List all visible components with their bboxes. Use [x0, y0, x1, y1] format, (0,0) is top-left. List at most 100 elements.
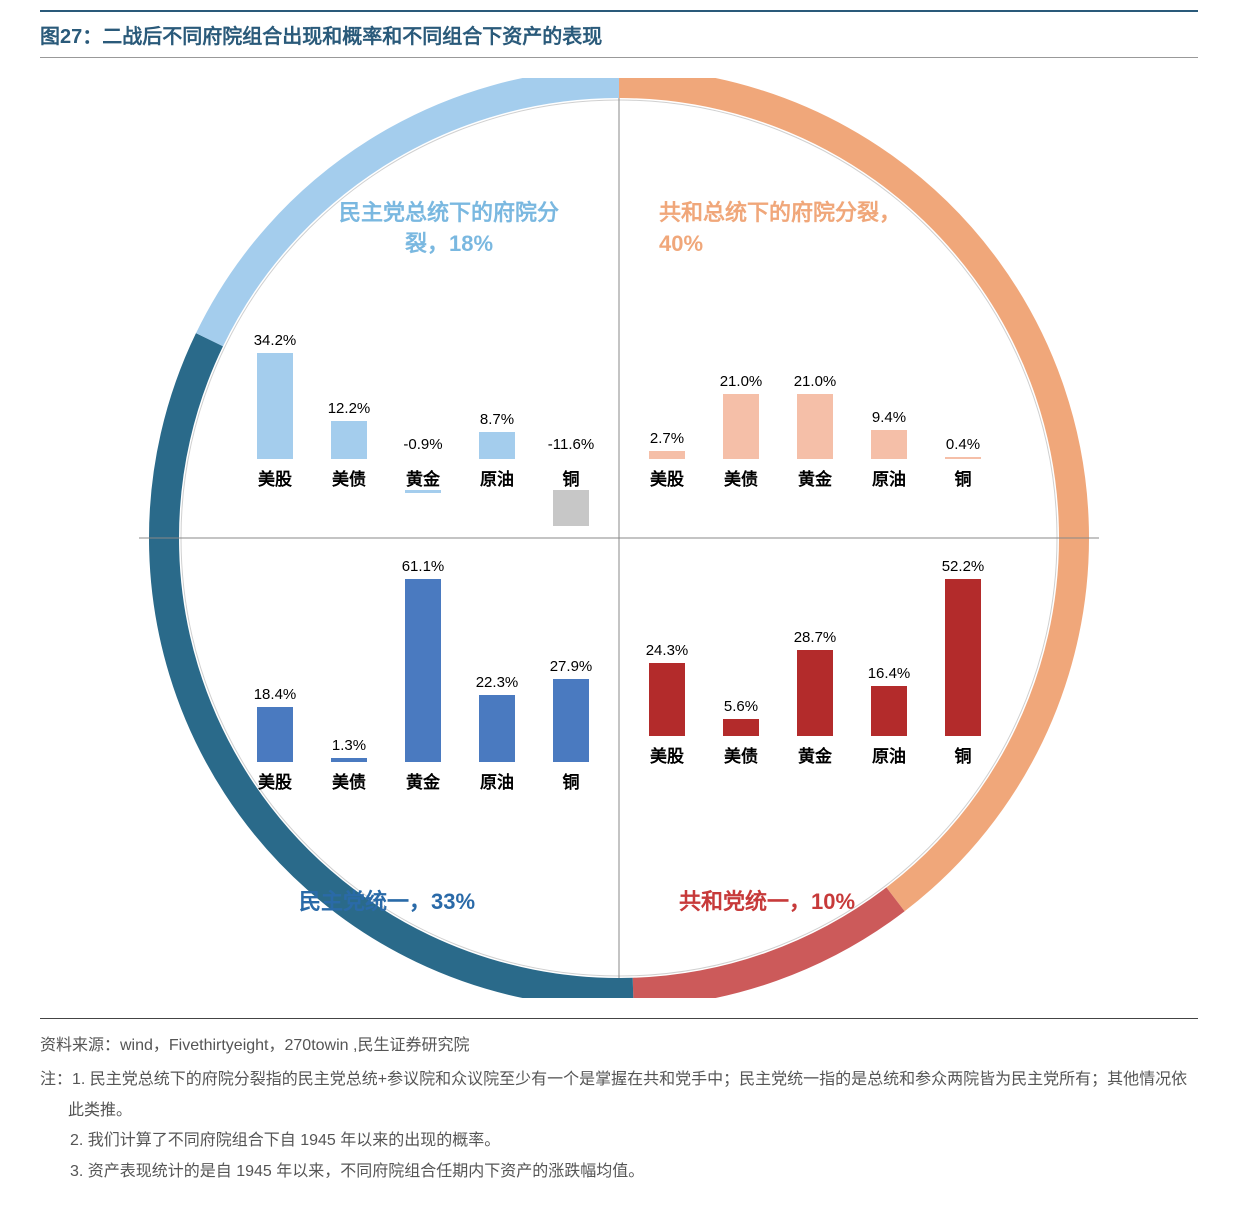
bar-value-label: 0.4% [946, 436, 980, 453]
bar-category-label: 黄金 [406, 465, 440, 490]
bar-category-label: 美债 [724, 742, 758, 767]
bar-column: 21.0% 黄金 [787, 373, 843, 490]
bar-column: 52.2% 铜 [935, 558, 991, 767]
bar-rect [331, 421, 367, 459]
bar-value-label: 61.1% [402, 558, 445, 575]
bar-column: 2.7% 美股 [639, 430, 695, 490]
footnotes: 注：1. 民主党总统下的府院分裂指的民主党总统+参议院和众议院至少有一个是掌握在… [40, 1065, 1198, 1187]
chart-title: 图27：二战后不同府院组合出现和概率和不同组合下资产的表现 [40, 26, 602, 48]
bar-rect [649, 451, 685, 459]
bar-value-label: 9.4% [872, 409, 906, 426]
bar-value-label: 28.7% [794, 629, 837, 646]
bar-category-label: 原油 [480, 768, 514, 793]
quadrant-rep-unified: 共和党统一，10% 24.3% 美股 5.6% 美债 28.7% 黄金 16.4% 原油 52.… [619, 538, 1119, 998]
bar-value-label: 21.0% [720, 373, 763, 390]
bar-category-label: 铜 [563, 768, 580, 793]
bar-column: 21.0% 美债 [713, 373, 769, 490]
bar-rect [871, 430, 907, 459]
bar-rect [405, 490, 441, 493]
bar-column: 28.7% 黄金 [787, 629, 843, 767]
bar-group: 18.4% 美股 1.3% 美债 61.1% 黄金 22.3% 原油 27.9% 铜 [247, 558, 599, 793]
bar-value-label: 16.4% [868, 665, 911, 682]
bar-value-label: 12.2% [328, 400, 371, 417]
bar-rect [797, 394, 833, 459]
bar-category-label: 美股 [650, 742, 684, 767]
bar-rect [723, 719, 759, 736]
bar-column: 8.7% 原油 [469, 411, 525, 490]
bar-rect [257, 353, 293, 459]
bar-category-label: 黄金 [798, 465, 832, 490]
bar-category-label: 美股 [650, 465, 684, 490]
bar-value-label: 18.4% [254, 686, 297, 703]
bar-group: 34.2% 美股 12.2% 美债 -0.9% 黄金 8.7% 原油 -11.6% 铜 [247, 332, 599, 490]
quadrant-rep-split: 共和总统下的府院分裂，40% 2.7% 美股 21.0% 美债 21.0% 黄金 9.4% 原… [619, 78, 1119, 538]
bar-column: 18.4% 美股 [247, 686, 303, 793]
bar-column: 27.9% 铜 [543, 658, 599, 794]
bar-value-label: 2.7% [650, 430, 684, 447]
bar-category-label: 原油 [480, 465, 514, 490]
bar-rect [945, 579, 981, 736]
chart-title-bar: 图27：二战后不同府院组合出现和概率和不同组合下资产的表现 [40, 10, 1198, 58]
bar-category-label: 美债 [724, 465, 758, 490]
footnote-line: 注：1. 民主党总统下的府院分裂指的民主党总统+参议院和众议院至少有一个是掌握在… [40, 1065, 1198, 1126]
bar-rect [871, 686, 907, 735]
bar-value-label: -0.9% [403, 436, 442, 453]
bar-column: 34.2% 美股 [247, 332, 303, 490]
bar-value-label: 8.7% [480, 411, 514, 428]
bar-category-label: 黄金 [406, 768, 440, 793]
data-source: 资料来源：wind，Fivethirtyeight，270towin ,民生证券… [40, 1031, 1198, 1061]
bar-rect [257, 707, 293, 762]
bar-column: 12.2% 美债 [321, 400, 377, 490]
quadrant-dem-split: 民主党总统下的府院分裂，18% 34.2% 美股 12.2% 美债 -0.9% 黄金 8.7… [119, 78, 619, 538]
bar-rect [797, 650, 833, 736]
quadrant-label: 共和总统下的府院分裂，40% [659, 198, 919, 260]
bar-column: 22.3% 原油 [469, 674, 525, 793]
bar-category-label: 铜 [955, 742, 972, 767]
bar-column: -0.9% 黄金 [395, 436, 451, 490]
bar-rect [331, 758, 367, 762]
bar-value-label: 21.0% [794, 373, 837, 390]
quadrant-label: 民主党统一，33% [299, 887, 475, 918]
bar-value-label: 24.3% [646, 642, 689, 659]
bar-rect [649, 663, 685, 736]
bar-category-label: 美债 [332, 465, 366, 490]
bar-category-label: 美债 [332, 768, 366, 793]
bar-category-label: 原油 [872, 742, 906, 767]
bar-column: 24.3% 美股 [639, 642, 695, 767]
bar-rect [553, 679, 589, 763]
bar-category-label: 美股 [258, 768, 292, 793]
bar-rect [479, 432, 515, 459]
bar-value-label: 27.9% [550, 658, 593, 675]
quadrant-dem-unified: 民主党统一，33% 18.4% 美股 1.3% 美债 61.1% 黄金 22.3% 原油 27.… [119, 538, 619, 998]
bar-group: 2.7% 美股 21.0% 美债 21.0% 黄金 9.4% 原油 0.4% 铜 [639, 373, 991, 490]
footnote-line: 2. 我们计算了不同府院组合下自 1945 年以来的出现的概率。 [40, 1126, 1198, 1156]
bar-value-label: -11.6% [548, 436, 594, 453]
quadrant-label: 共和党统一，10% [679, 887, 855, 918]
bar-column: -11.6% 铜 [543, 436, 599, 490]
bar-column: 16.4% 原油 [861, 665, 917, 766]
bar-value-label: 22.3% [476, 674, 519, 691]
bar-category-label: 黄金 [798, 742, 832, 767]
bar-value-label: 1.3% [332, 737, 366, 754]
bar-column: 5.6% 美债 [713, 698, 769, 767]
chart-footer: 资料来源：wind，Fivethirtyeight，270towin ,民生证券… [40, 1018, 1198, 1187]
bar-category-label: 美股 [258, 465, 292, 490]
bar-column: 61.1% 黄金 [395, 558, 451, 793]
bar-rect [553, 490, 589, 526]
bar-value-label: 5.6% [724, 698, 758, 715]
footnote-line: 3. 资产表现统计的是自 1945 年以来，不同府院组合任期内下资产的涨跌幅均值… [40, 1157, 1198, 1187]
bar-column: 9.4% 原油 [861, 409, 917, 490]
bar-rect [945, 457, 981, 459]
bar-column: 0.4% 铜 [935, 436, 991, 490]
bar-category-label: 铜 [563, 465, 580, 490]
bar-value-label: 34.2% [254, 332, 297, 349]
bar-rect [405, 579, 441, 762]
bar-rect [479, 695, 515, 762]
bar-category-label: 铜 [955, 465, 972, 490]
chart-area: 民主党总统下的府院分裂，18% 34.2% 美股 12.2% 美债 -0.9% 黄金 8.7… [119, 78, 1119, 998]
bar-value-label: 52.2% [942, 558, 985, 575]
bar-category-label: 原油 [872, 465, 906, 490]
bar-group: 24.3% 美股 5.6% 美债 28.7% 黄金 16.4% 原油 52.2% 铜 [639, 558, 991, 767]
quadrant-label: 民主党总统下的府院分裂，18% [319, 198, 579, 260]
bar-column: 1.3% 美债 [321, 737, 377, 793]
